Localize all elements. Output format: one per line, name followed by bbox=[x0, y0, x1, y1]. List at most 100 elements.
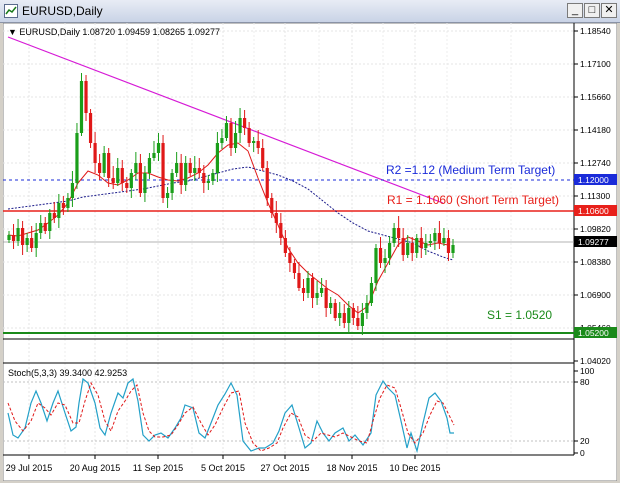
vertical-gridlines bbox=[28, 23, 512, 455]
candle-body bbox=[43, 223, 47, 231]
stoch-tick-label: 0 bbox=[580, 448, 585, 458]
candle-body bbox=[165, 193, 170, 198]
candle-body bbox=[129, 173, 133, 188]
price-tick-label: 1.09820 bbox=[580, 224, 611, 234]
minimize-button[interactable]: _ bbox=[567, 3, 583, 18]
price-tick-label: 1.04020 bbox=[580, 356, 611, 366]
candle-body bbox=[107, 153, 111, 178]
s1-label: S1 = 1.0520 bbox=[487, 308, 552, 322]
candle-body bbox=[342, 313, 346, 323]
stoch-tick-label: 20 bbox=[580, 436, 590, 446]
candle-body bbox=[7, 235, 11, 240]
candle-body bbox=[424, 243, 428, 248]
candle-body bbox=[161, 143, 165, 198]
candle-body bbox=[52, 213, 56, 218]
chart-header: ▼ EURUSD,Daily 1.08720 1.09459 1.08265 1… bbox=[8, 27, 220, 37]
candle-body bbox=[433, 233, 437, 241]
time-tick-label: 29 Jul 2015 bbox=[6, 463, 53, 473]
candle-body bbox=[48, 213, 52, 231]
maximize-button[interactable]: □ bbox=[584, 3, 600, 18]
r1-price-tag bbox=[574, 205, 617, 216]
candle-body bbox=[401, 238, 405, 255]
time-tick-label: 5 Oct 2015 bbox=[201, 463, 245, 473]
candle-body bbox=[428, 241, 432, 243]
close-button[interactable]: ✕ bbox=[601, 3, 617, 18]
candle-body bbox=[215, 143, 220, 173]
candle-body bbox=[442, 238, 446, 243]
candle-body bbox=[20, 228, 25, 245]
candle-body bbox=[152, 153, 156, 158]
chart-canvas[interactable]: ▼ EURUSD,Daily 1.08720 1.09459 1.08265 1… bbox=[3, 23, 617, 481]
candle-body bbox=[297, 273, 301, 288]
r2-price-tag bbox=[574, 174, 617, 185]
time-tick-label: 20 Aug 2015 bbox=[70, 463, 121, 473]
time-tick-label: 10 Dec 2015 bbox=[389, 463, 440, 473]
candlestick-series[interactable] bbox=[7, 73, 455, 335]
candle-body bbox=[292, 263, 297, 273]
candle-body bbox=[170, 173, 174, 193]
candle-body bbox=[147, 158, 152, 173]
candle-body bbox=[102, 153, 106, 173]
candle-body bbox=[156, 143, 161, 153]
candle-body bbox=[446, 238, 451, 253]
candle-body bbox=[301, 288, 306, 293]
candle-body bbox=[229, 123, 233, 148]
r1-label: R1 = 1.1060 (Short Term Target) bbox=[387, 193, 559, 207]
candle-body bbox=[306, 278, 310, 293]
candle-body bbox=[57, 203, 61, 218]
price-tick-label: 1.12740 bbox=[580, 158, 611, 168]
candle-body bbox=[39, 223, 43, 233]
candle-body bbox=[347, 308, 351, 323]
candle-body bbox=[351, 308, 355, 318]
candle-body bbox=[419, 238, 423, 248]
candle-body bbox=[387, 243, 392, 258]
candle-body bbox=[392, 228, 396, 243]
candle-body bbox=[324, 288, 328, 308]
stoch-tick-label: 80 bbox=[580, 377, 590, 387]
candle-body bbox=[320, 288, 324, 293]
candle-body bbox=[356, 318, 360, 326]
candle-body bbox=[25, 238, 29, 245]
candle-body bbox=[333, 303, 337, 318]
candle-body bbox=[188, 163, 192, 173]
candle-body bbox=[378, 248, 383, 263]
candle-body bbox=[143, 173, 147, 193]
candle-body bbox=[84, 81, 88, 113]
candle-body bbox=[93, 143, 97, 163]
candle-body bbox=[310, 278, 315, 298]
candle-body bbox=[175, 163, 179, 173]
candle-body bbox=[360, 313, 364, 326]
time-tick-label: 11 Sep 2015 bbox=[133, 463, 183, 473]
candle-body bbox=[238, 118, 242, 133]
time-tick-label: 27 Oct 2015 bbox=[260, 463, 309, 473]
candle-body bbox=[383, 258, 387, 263]
r2-label: R2 =1.12 (Medium Term Target) bbox=[386, 163, 555, 177]
candle-body bbox=[179, 163, 183, 185]
candle-body bbox=[242, 118, 247, 128]
candle-body bbox=[329, 303, 333, 308]
candle-body bbox=[134, 163, 138, 173]
slow-ma-line bbox=[7, 166, 454, 261]
stoch-signal-line bbox=[7, 381, 455, 452]
candle-body bbox=[202, 173, 206, 183]
candle-body bbox=[256, 141, 260, 148]
stoch-header: Stoch(5,3,3) 39.3400 42.9253 bbox=[8, 368, 127, 378]
candle-body bbox=[410, 243, 414, 253]
price-tick-label: 1.08380 bbox=[580, 257, 611, 267]
chart-app-icon bbox=[4, 4, 18, 18]
candle-body bbox=[16, 228, 20, 241]
s1-price-tag-text: 1.05200 bbox=[578, 328, 609, 338]
candle-body bbox=[283, 238, 287, 253]
candle-body bbox=[220, 138, 224, 143]
candle-body bbox=[66, 198, 70, 208]
candle-body bbox=[116, 168, 120, 183]
candle-body bbox=[30, 238, 34, 248]
candle-body bbox=[315, 293, 319, 298]
time-axis: 29 Jul 2015 20 Aug 2015 11 Sep 2015 5 Oct 2… bbox=[6, 455, 441, 473]
stoch-tick-label: 100 bbox=[580, 366, 594, 376]
candle-body bbox=[274, 213, 278, 223]
window-titlebar[interactable]: EURUSD,Daily _ □ ✕ bbox=[0, 0, 620, 23]
candle-body bbox=[138, 163, 142, 193]
downtrend-line[interactable] bbox=[7, 36, 444, 204]
